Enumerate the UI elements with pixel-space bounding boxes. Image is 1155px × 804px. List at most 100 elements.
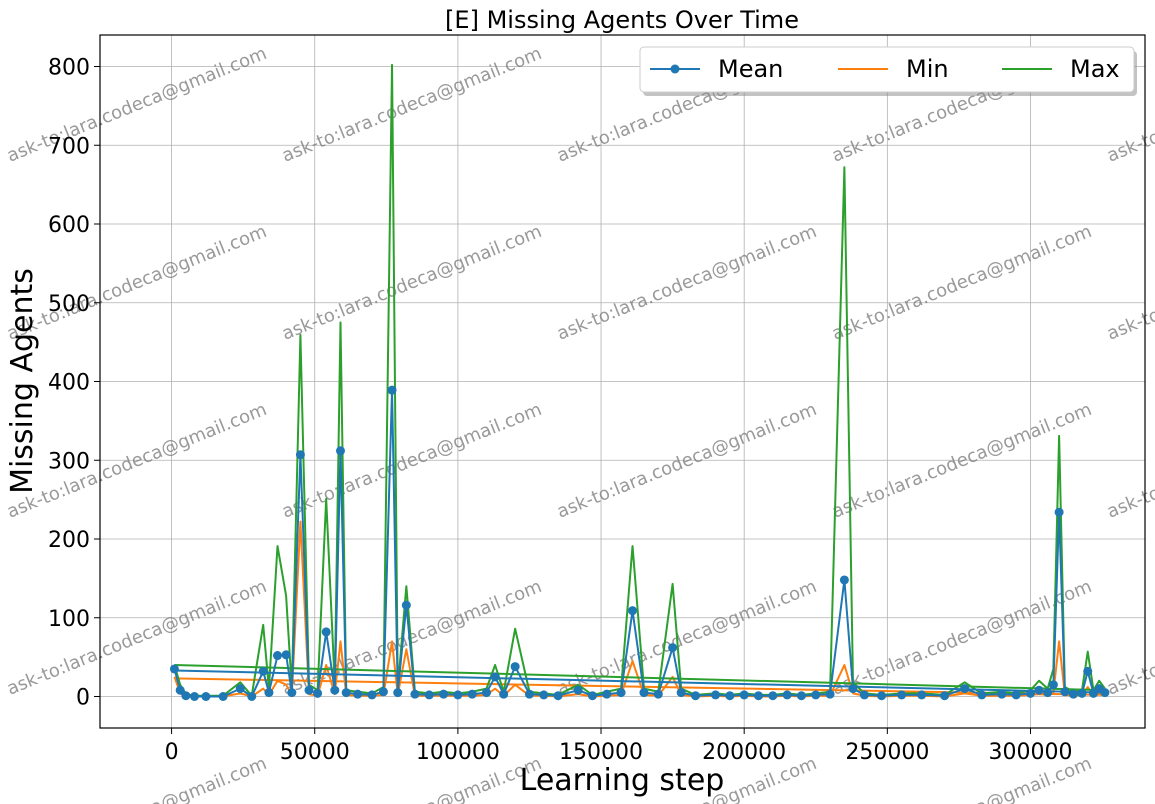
series-group [169, 63, 1110, 701]
series-mean-point [287, 688, 297, 698]
series-mean-point [313, 688, 323, 698]
series-mean-point [848, 684, 858, 694]
y-tick-label: 500 [48, 292, 90, 317]
x-tick-label: 200000 [702, 740, 786, 765]
series-mean-point [258, 666, 268, 676]
series-mean-point [616, 688, 626, 698]
series-mean-point [378, 687, 388, 697]
series-layer [169, 63, 1110, 701]
series-mean-point [960, 684, 970, 694]
series-mean-point [587, 691, 597, 701]
series-mean-point [273, 651, 283, 661]
series-mean-point [839, 575, 849, 585]
series-mean-point [499, 689, 509, 699]
series-mean-point [1025, 688, 1035, 698]
chart-title: [E] Missing Agents Over Time [445, 6, 799, 34]
series-max-return-line [174, 664, 1105, 692]
series-mean-point [295, 450, 305, 460]
series-mean-point [453, 690, 463, 700]
series-mean-point [977, 690, 987, 700]
series-mean-point [467, 689, 477, 699]
y-axis-label: Missing Agents [5, 268, 40, 494]
series-mean-point [439, 689, 449, 699]
series-mean-point [321, 627, 331, 637]
x-tick-label: 300000 [988, 740, 1072, 765]
series-mean-point [330, 685, 340, 695]
series-mean-point [175, 685, 185, 695]
x-axis-label: Learning step [520, 763, 725, 798]
series-mean-point [189, 692, 199, 701]
series-mean-point [676, 688, 686, 698]
series-mean-point [811, 690, 821, 700]
y-tick-label: 400 [48, 371, 90, 396]
series-mean-point [940, 691, 950, 701]
x-tick-label: 250000 [845, 740, 929, 765]
series-mean-point [553, 691, 563, 701]
series-mean-point [1068, 689, 1078, 699]
y-tick-label: 600 [48, 213, 90, 238]
y-tick-label: 300 [48, 449, 90, 474]
series-mean-point [490, 672, 500, 682]
y-tick-label: 800 [48, 56, 90, 81]
series-mean-point [353, 689, 363, 699]
series-mean-point [539, 690, 549, 700]
series-mean-point [304, 685, 314, 695]
y-tick-label: 700 [48, 134, 90, 159]
series-mean-point [825, 689, 835, 699]
series-mean-point [602, 689, 612, 699]
series-mean-point [753, 691, 763, 701]
legend-min-label: Min [906, 55, 949, 83]
legend-max-label: Max [1070, 55, 1120, 83]
series-mean-point [218, 692, 228, 701]
x-tick-label: 100000 [416, 740, 500, 765]
series-mean-point [711, 690, 721, 700]
series-mean-point [725, 691, 735, 701]
axis-ticks: 0 50000 100000 150000 200000 250000 300000 0 100… [48, 56, 1072, 766]
series-mean-point [796, 691, 806, 701]
y-tick-label: 100 [48, 607, 90, 632]
series-mean-point [877, 691, 887, 701]
series-mean-point [235, 684, 245, 694]
series-mean-point [768, 691, 778, 701]
series-mean-point [628, 606, 638, 616]
series-mean-point [1043, 688, 1053, 698]
series-mean-point [917, 690, 927, 700]
series-mean-point [653, 689, 663, 699]
series-mean-point [897, 690, 907, 700]
series-mean-point [181, 691, 191, 701]
series-mean-point [1011, 690, 1021, 700]
y-tick-label: 0 [76, 686, 90, 711]
series-mean-point [997, 689, 1007, 699]
legend: Mean Min Max [639, 46, 1137, 96]
series-mean-point [341, 688, 351, 698]
series-mean-return-line [174, 669, 1105, 694]
series-mean-point [1060, 687, 1070, 697]
series-mean-point [335, 446, 345, 456]
series-mean-point [281, 650, 291, 660]
series-mean-point [739, 690, 749, 700]
x-tick-label: 150000 [559, 740, 643, 765]
series-mean-point [1083, 666, 1093, 676]
series-mean-point [524, 689, 534, 699]
series-mean-point [367, 690, 377, 700]
series-mean-point [1100, 688, 1110, 698]
series-mean-point [1077, 688, 1087, 698]
series-mean-point [1054, 507, 1064, 517]
series-mean-point [410, 689, 420, 699]
series-mean-point [859, 690, 869, 700]
series-mean-point [393, 688, 403, 698]
legend-mean-marker [670, 64, 680, 74]
series-mean-point [639, 688, 649, 698]
series-mean-point [401, 600, 411, 610]
series-mean-point [482, 688, 492, 698]
series-mean-point [573, 685, 583, 695]
series-mean-point [264, 688, 274, 698]
series-mean-point [424, 690, 434, 700]
series-mean-point [201, 692, 211, 701]
series-mean-point [668, 643, 678, 653]
series-mean-point [691, 691, 701, 701]
series-mean-point [169, 664, 179, 674]
x-tick-label: 0 [165, 740, 179, 765]
series-mean-point [510, 662, 520, 672]
